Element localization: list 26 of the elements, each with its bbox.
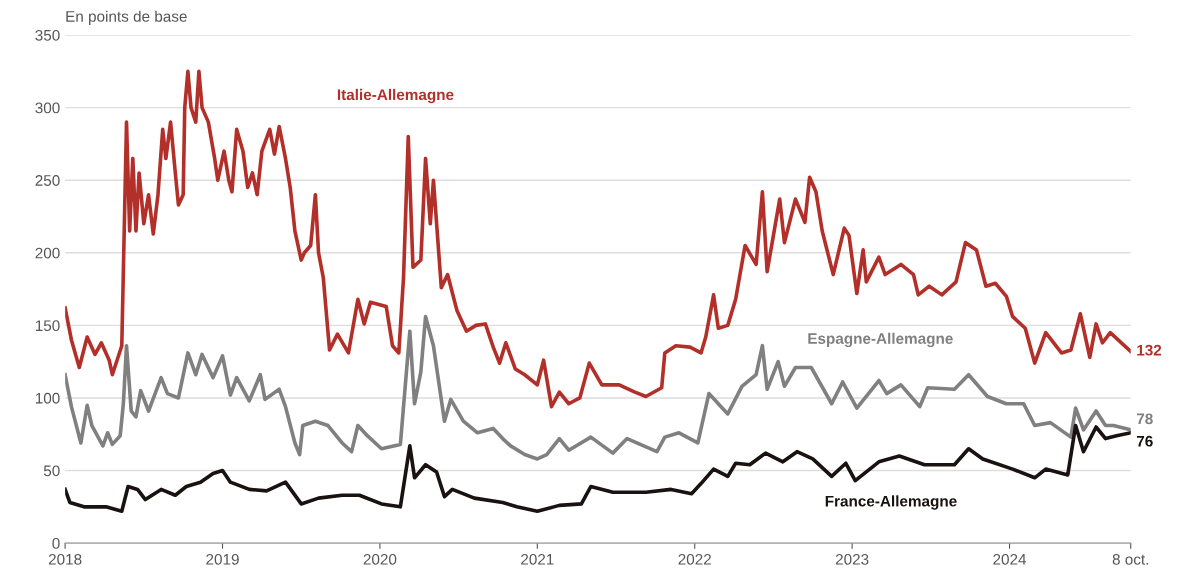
x-tick-label: 2022 <box>678 553 711 565</box>
data-label: 132 <box>1137 344 1162 356</box>
y-tick-label: 350 <box>35 29 60 41</box>
text: Italie-Allemagne <box>337 88 454 104</box>
y-tick-label: 50 <box>43 465 60 477</box>
y-axis-title: En points de base <box>66 10 187 25</box>
line-series <box>65 423 1131 513</box>
x-tick-label: 2024 <box>993 553 1027 565</box>
x-tick-label: 8 oct. <box>1112 553 1149 565</box>
y-tick-label: 0 <box>52 537 60 549</box>
y-tick-label: 150 <box>35 320 60 332</box>
y-tick-label: 100 <box>35 392 60 404</box>
x-tick-label: 2020 <box>363 553 397 565</box>
series-label: France-Allemagne <box>825 495 957 510</box>
x-tick-label: 2019 <box>206 553 239 565</box>
x-tick-label: 2023 <box>835 553 869 565</box>
data-label: 76 <box>1136 435 1153 447</box>
y-tick-label: 200 <box>35 247 60 259</box>
line-series <box>65 314 1131 461</box>
series-label: Espagne-Allemagne <box>808 332 953 348</box>
x-tick-label: 2018 <box>48 553 82 565</box>
line-series <box>65 69 1131 409</box>
data-label: 78 <box>1136 413 1153 425</box>
y-tick-label: 300 <box>35 102 60 114</box>
x-tick-label: 2021 <box>521 553 554 565</box>
y-tick-label: 250 <box>35 175 60 186</box>
